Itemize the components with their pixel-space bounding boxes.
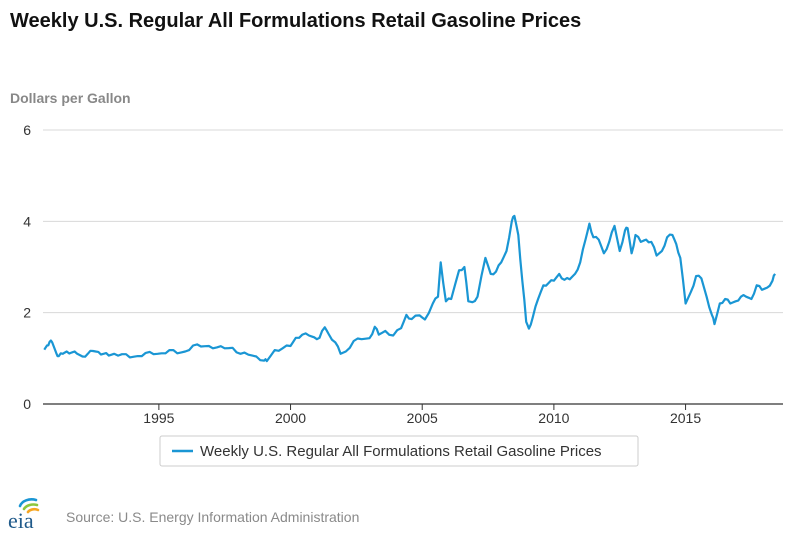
svg-text:eia: eia — [8, 508, 34, 530]
x-tick-label: 1995 — [143, 410, 174, 426]
grid-layer — [43, 129, 783, 405]
legend-box — [159, 435, 639, 467]
series-line[interactable] — [43, 214, 776, 363]
eia-logo: eia — [6, 496, 54, 535]
tick-layer: 0 2 4 6 1995 2000 2005 2010 2015 — [23, 122, 701, 426]
y-tick-label: 0 — [23, 396, 31, 412]
source-note: Source: U.S. Energy Information Administ… — [66, 509, 360, 525]
y-axis-label: Dollars per Gallon — [10, 90, 131, 106]
chart-title: Weekly U.S. Regular All Formulations Ret… — [10, 10, 582, 32]
x-tick-label: 2005 — [407, 410, 438, 426]
legend[interactable]: Weekly U.S. Regular All Formulations Ret… — [159, 435, 639, 467]
y-tick-label: 6 — [23, 122, 31, 138]
eia-logo-icon: eia — [8, 498, 40, 533]
x-tick-label: 2010 — [538, 410, 569, 426]
y-tick-label: 2 — [23, 305, 31, 321]
x-tick-label: 2015 — [670, 410, 701, 426]
x-tick-label: 2000 — [275, 410, 306, 426]
y-tick-label: 4 — [23, 213, 31, 229]
legend-label: Weekly U.S. Regular All Formulations Ret… — [200, 443, 602, 460]
